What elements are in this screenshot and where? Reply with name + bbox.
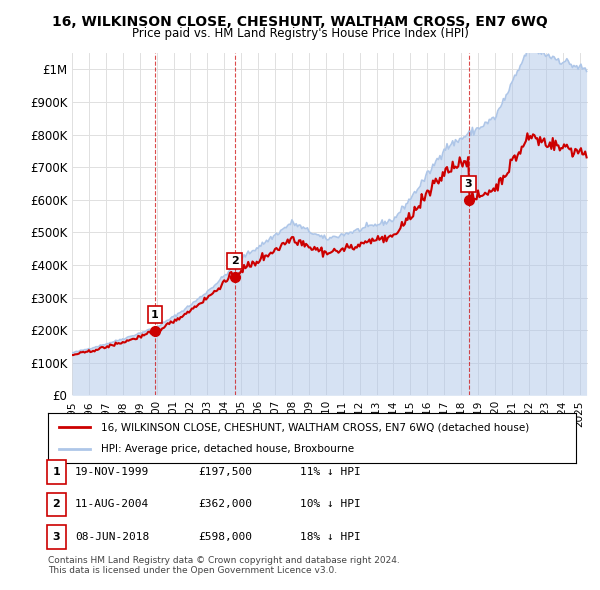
Text: 2: 2 [231,256,238,266]
Text: 11% ↓ HPI: 11% ↓ HPI [300,467,361,477]
Text: Contains HM Land Registry data © Crown copyright and database right 2024.
This d: Contains HM Land Registry data © Crown c… [48,556,400,575]
Text: 3: 3 [53,532,60,542]
Text: 1: 1 [151,310,158,320]
Text: Price paid vs. HM Land Registry's House Price Index (HPI): Price paid vs. HM Land Registry's House … [131,27,469,40]
Text: 11-AUG-2004: 11-AUG-2004 [75,500,149,509]
Text: 18% ↓ HPI: 18% ↓ HPI [300,532,361,542]
Text: £197,500: £197,500 [198,467,252,477]
Text: 1: 1 [53,467,60,477]
Text: £598,000: £598,000 [198,532,252,542]
Text: 19-NOV-1999: 19-NOV-1999 [75,467,149,477]
Text: HPI: Average price, detached house, Broxbourne: HPI: Average price, detached house, Brox… [101,444,354,454]
Text: 16, WILKINSON CLOSE, CHESHUNT, WALTHAM CROSS, EN7 6WQ (detached house): 16, WILKINSON CLOSE, CHESHUNT, WALTHAM C… [101,422,529,432]
Text: 08-JUN-2018: 08-JUN-2018 [75,532,149,542]
Text: £362,000: £362,000 [198,500,252,509]
Text: 16, WILKINSON CLOSE, CHESHUNT, WALTHAM CROSS, EN7 6WQ: 16, WILKINSON CLOSE, CHESHUNT, WALTHAM C… [52,15,548,29]
Text: 10% ↓ HPI: 10% ↓ HPI [300,500,361,509]
Text: 2: 2 [53,500,60,509]
Text: 3: 3 [465,179,472,189]
